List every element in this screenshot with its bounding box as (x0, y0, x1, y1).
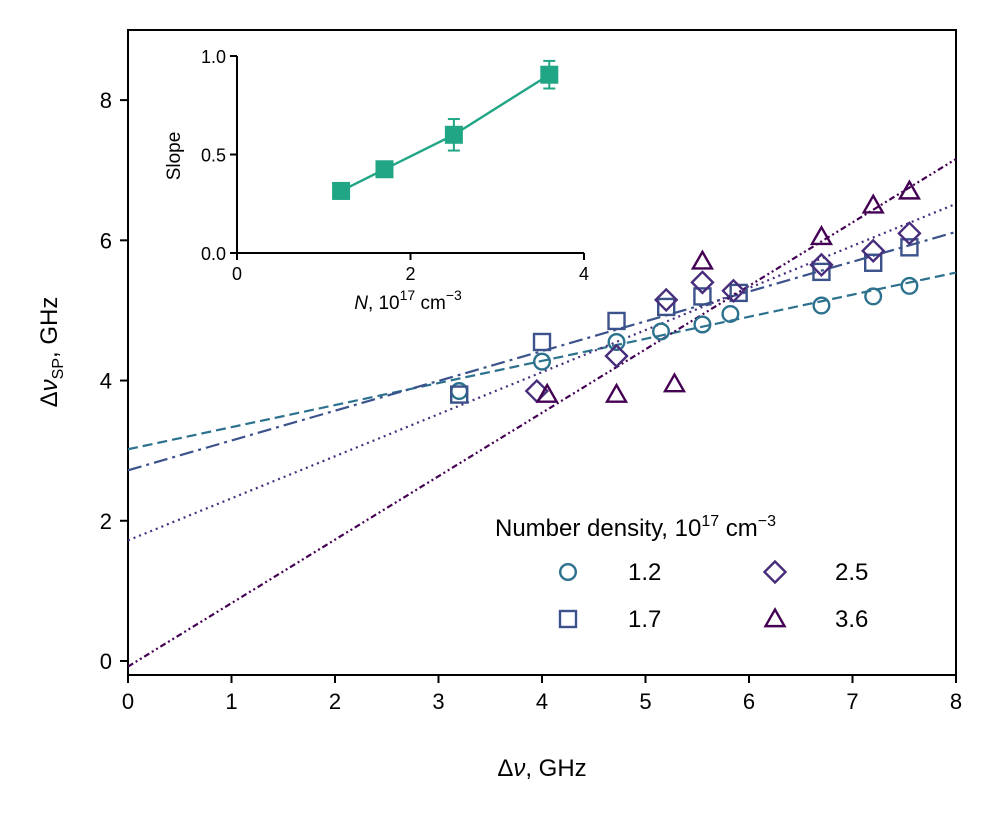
legend-label-2-5: 2.5 (835, 559, 868, 586)
inset-plot-area: 0 2 4 0.0 0.5 1.0 N, 1017 cm−3 Slope (164, 47, 589, 314)
circle-marker (693, 315, 712, 334)
triangle-marker (535, 382, 559, 403)
circle-marker (533, 352, 552, 371)
triangle-marker (897, 179, 921, 200)
square-marker (812, 262, 831, 282)
x-axis-ticks: 0 1 2 3 4 5 6 7 8 (122, 675, 962, 714)
x-tick-label: 0 (122, 689, 134, 714)
diamond-marker (690, 270, 715, 295)
triangle-marker (763, 607, 787, 628)
triangle-marker (861, 193, 885, 214)
x-tick-label: 7 (846, 689, 858, 714)
inset-y-tick-label: 0.0 (201, 244, 226, 264)
y-tick-label: 8 (100, 88, 112, 113)
diamond-marker (897, 221, 922, 246)
fit-lines (127, 158, 957, 668)
legend-title: Number density, 1017 cm−3 (495, 513, 776, 542)
inset-y-axis-ticks: 0.0 0.5 1.0 (201, 47, 237, 264)
y-tick-label: 0 (100, 649, 112, 674)
y-tick-label: 4 (100, 369, 112, 394)
fit-line-1-7 (127, 230, 957, 472)
y-axis-ticks: 0 2 4 6 8 (100, 88, 128, 674)
inset-square-point (375, 160, 394, 179)
legend-items: 1.2 1.7 2.5 3.6 (558, 559, 868, 633)
triangle-marker (604, 382, 629, 403)
legend-label-1-2: 1.2 (628, 559, 661, 586)
diamond-marker (654, 287, 679, 313)
legend-label-3-6: 3.6 (835, 606, 868, 633)
square-marker (900, 238, 919, 257)
inset-square-point (444, 125, 463, 144)
diamond-marker (604, 343, 629, 369)
diamond-marker (861, 238, 886, 264)
inset-slope-line (340, 73, 550, 193)
x-tick-label: 3 (432, 689, 444, 714)
x-axis-label: Δν, GHz (497, 755, 586, 782)
x-tick-label: 2 (329, 689, 341, 714)
square-marker (607, 311, 626, 331)
square-marker (450, 385, 469, 404)
inset-x-tick-label: 0 (232, 264, 242, 284)
inset-x-axis-label: N, 1017 cm−3 (354, 287, 462, 314)
circle-marker (900, 276, 919, 295)
diamond-marker (809, 252, 834, 278)
data-points (450, 179, 922, 404)
y-axis-label: ΔνSP, GHz (36, 297, 67, 408)
inset-x-axis-ticks: 0 2 4 (232, 253, 589, 284)
fit-line-2-5 (127, 202, 957, 542)
circle-marker (652, 322, 671, 341)
circle-marker (607, 332, 626, 351)
inset-square-point (540, 65, 559, 84)
y-tick-label: 6 (100, 228, 112, 253)
fit-line-1-2 (127, 271, 957, 451)
inset-y-tick-label: 0.5 (201, 146, 226, 166)
square-marker (657, 297, 676, 317)
legend-label-1-7: 1.7 (628, 606, 661, 633)
inset-y-axis-label: Slope (164, 132, 185, 181)
inset-slope-series (332, 59, 559, 200)
inset-x-tick-label: 2 (405, 264, 415, 284)
fit-line-3-6 (127, 158, 957, 668)
x-tick-label: 5 (639, 689, 651, 714)
diamond-marker (721, 278, 746, 304)
inset-square-point (332, 181, 351, 200)
inset-y-tick-label: 1.0 (201, 47, 226, 67)
legend: Number density, 1017 cm−3 1.2 1.7 2.5 3.6 (495, 513, 868, 633)
diamond-marker (762, 559, 788, 585)
triangle-marker (690, 249, 714, 270)
x-tick-label: 4 (536, 689, 548, 714)
square-marker (693, 287, 712, 306)
square-marker (558, 609, 578, 629)
triangle-marker (662, 372, 687, 393)
x-tick-label: 8 (950, 689, 962, 714)
triangle-marker (809, 224, 834, 246)
circle-marker (864, 287, 883, 306)
inset-x-tick-label: 4 (579, 264, 589, 284)
x-tick-label: 6 (743, 689, 755, 714)
square-marker (532, 332, 552, 352)
x-tick-label: 1 (225, 689, 237, 714)
circle-marker (559, 563, 578, 582)
main-plot-area: 0 1 2 3 4 5 6 7 8 0 2 4 6 8 Δν, GHz ΔνSP, GHz Number… (36, 29, 962, 782)
circle-marker (721, 304, 740, 323)
circle-marker (812, 296, 831, 315)
square-marker (864, 253, 883, 272)
y-tick-label: 2 (100, 509, 112, 534)
